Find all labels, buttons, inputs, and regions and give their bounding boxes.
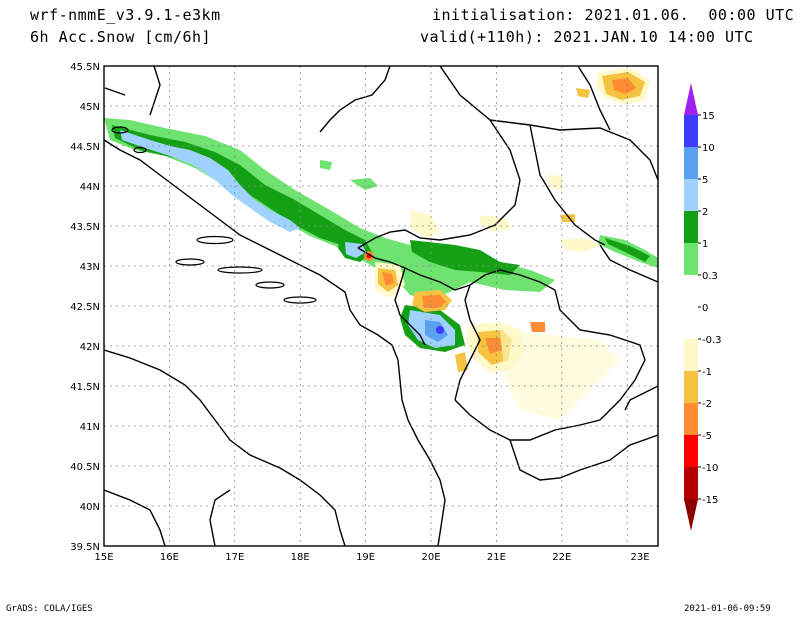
model-title: wrf-nmmE_v3.9.1-e3km: [30, 6, 221, 24]
colorbar-swatch: [684, 115, 698, 147]
lat-tick-label: 45N: [80, 102, 100, 113]
colorbar-label: -1: [702, 367, 712, 378]
colorbar-swatch: [684, 339, 698, 371]
footer-timestamp: 2021-01-06-09:59: [684, 604, 771, 614]
snow-negative-areas: [364, 68, 650, 420]
lon-tick-label: 23E: [630, 552, 649, 563]
lat-tick-label: 44.5N: [70, 142, 100, 153]
colorbar-label: 2: [702, 207, 708, 218]
lat-tick-label: 39.5N: [70, 542, 100, 553]
lat-tick-labels: 45.5N 45N 44.5N 44N 43.5N 43N 42.5N 42N …: [70, 62, 100, 553]
colorbar-swatch: [684, 147, 698, 179]
colorbar-label: 0: [702, 303, 708, 314]
colorbar-label: 1: [702, 239, 708, 250]
lon-tick-label: 19E: [356, 552, 375, 563]
colorbar-label: 0.3: [702, 271, 718, 282]
lon-tick-labels: 15E 16E 17E 18E 19E 20E 21E 22E 23E: [94, 552, 649, 563]
footer-credit: GrADS: COLA/IGES: [6, 604, 93, 614]
lat-tick-label: 41N: [80, 422, 100, 433]
colorbar-swatch: [684, 307, 698, 339]
colorbar-swatch: [684, 243, 698, 275]
colorbar-label: -0.3: [702, 335, 722, 346]
colorbar-swatch: [684, 435, 698, 467]
colorbar-top-arrow: [684, 83, 698, 115]
lon-tick-label: 22E: [552, 552, 571, 563]
colorbar-label: 15: [702, 111, 715, 122]
colorbar-label: 10: [702, 143, 715, 154]
graticule: [104, 66, 658, 546]
lat-tick-label: 40N: [80, 502, 100, 513]
coastlines-borders: [104, 66, 658, 546]
field-title: 6h Acc.Snow [cm/6h]: [30, 28, 212, 46]
init-time: initialisation: 2021.01.06. 00:00 UTC: [432, 6, 795, 24]
lon-tick-label: 21E: [487, 552, 506, 563]
colorbar: 15 10 5 2 1 0.3 0 -0.3 -1 -2 -5 -10 -15: [684, 83, 722, 531]
lat-tick-label: 40.5N: [70, 462, 100, 473]
colorbar-swatch: [684, 179, 698, 211]
lon-tick-label: 17E: [225, 552, 244, 563]
map-area: [104, 66, 658, 546]
colorbar-swatch: [684, 371, 698, 403]
lat-tick-label: 42N: [80, 342, 100, 353]
lat-tick-label: 44N: [80, 182, 100, 193]
colorbar-label: -15: [702, 495, 718, 506]
colorbar-label: -2: [702, 399, 712, 410]
lat-tick-label: 45.5N: [70, 62, 100, 73]
colorbar-label: -10: [702, 463, 718, 474]
snow-positive-band: [104, 118, 658, 352]
lat-tick-label: 43N: [80, 262, 100, 273]
lon-tick-label: 16E: [160, 552, 179, 563]
lat-tick-label: 42.5N: [70, 302, 100, 313]
map-frame: [103, 65, 659, 547]
valid-time: valid(+110h): 2021.JAN.10 14:00 UTC: [420, 28, 754, 46]
colorbar-swatch: [684, 467, 698, 499]
lon-tick-label: 15E: [94, 552, 113, 563]
islands: [111, 126, 317, 304]
colorbar-swatch: [684, 275, 698, 307]
colorbar-swatch: [684, 403, 698, 435]
colorbar-label: 5: [702, 175, 708, 186]
lat-tick-label: 43.5N: [70, 222, 100, 233]
lon-tick-label: 18E: [291, 552, 310, 563]
lon-tick-label: 20E: [421, 552, 440, 563]
colorbar-label: -5: [702, 431, 712, 442]
colorbar-swatch: [684, 211, 698, 243]
lat-tick-label: 41.5N: [70, 382, 100, 393]
colorbar-bottom-arrow: [684, 499, 698, 531]
